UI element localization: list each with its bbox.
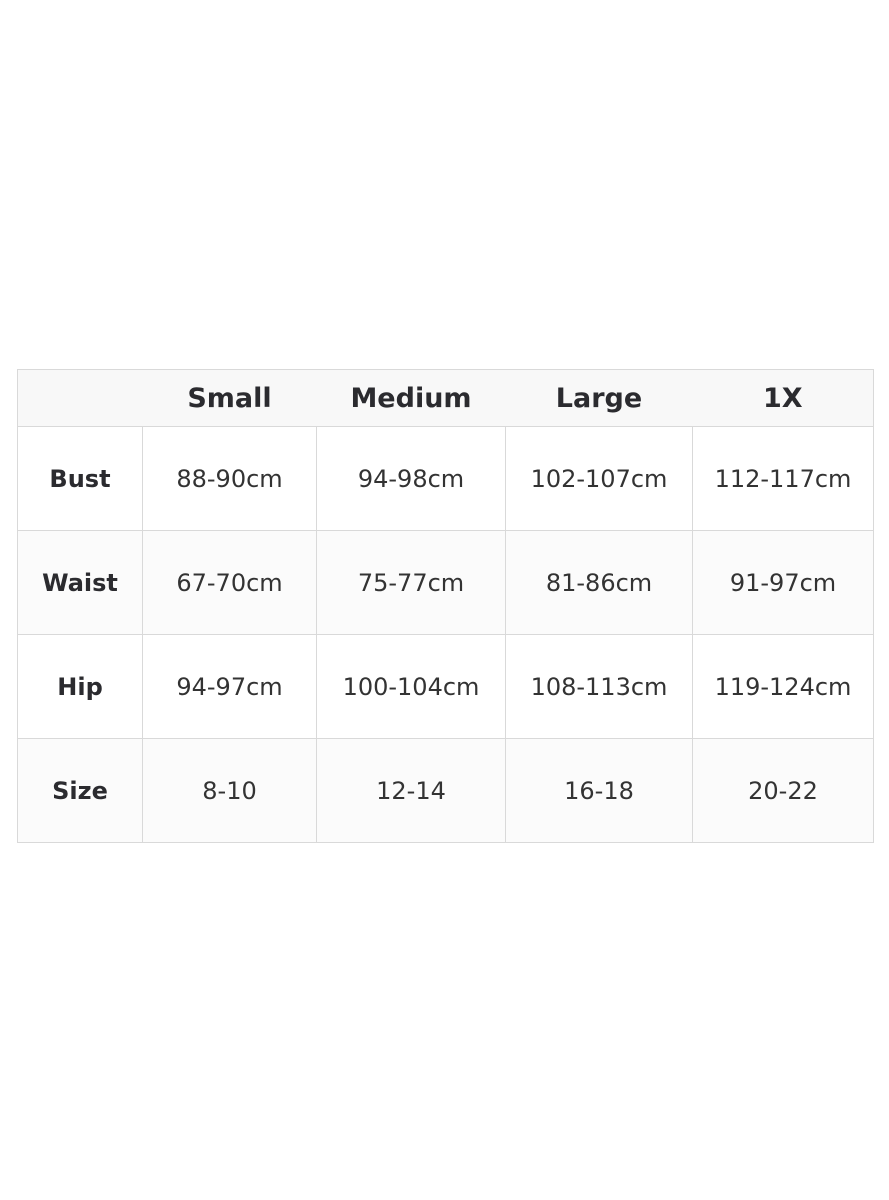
table-cell: 88-90cm — [142, 426, 317, 531]
table-cell: 112-117cm — [692, 426, 874, 531]
header-small: Small — [142, 369, 317, 427]
table-cell: 67-70cm — [142, 530, 317, 635]
size-chart-table: Small Medium Large 1X Bust 88-90cm 94-98… — [17, 369, 874, 843]
table-cell: 102-107cm — [505, 426, 693, 531]
row-label: Size — [17, 738, 143, 843]
table-row: Bust 88-90cm 94-98cm 102-107cm 112-117cm — [17, 426, 874, 531]
header-1x: 1X — [692, 369, 874, 427]
row-label: Hip — [17, 634, 143, 739]
table-cell: 8-10 — [142, 738, 317, 843]
table-cell: 20-22 — [692, 738, 874, 843]
table-cell: 91-97cm — [692, 530, 874, 635]
table-cell: 16-18 — [505, 738, 693, 843]
header-row: Small Medium Large 1X — [17, 369, 874, 427]
table-cell: 94-97cm — [142, 634, 317, 739]
table-row: Size 8-10 12-14 16-18 20-22 — [17, 738, 874, 843]
table-row: Waist 67-70cm 75-77cm 81-86cm 91-97cm — [17, 530, 874, 635]
table-cell: 119-124cm — [692, 634, 874, 739]
table-cell: 75-77cm — [316, 530, 506, 635]
header-medium: Medium — [316, 369, 506, 427]
row-label: Bust — [17, 426, 143, 531]
table-cell: 94-98cm — [316, 426, 506, 531]
row-label: Waist — [17, 530, 143, 635]
table-cell: 108-113cm — [505, 634, 693, 739]
table-cell: 81-86cm — [505, 530, 693, 635]
header-large: Large — [505, 369, 693, 427]
table-cell: 100-104cm — [316, 634, 506, 739]
table-cell: 12-14 — [316, 738, 506, 843]
table-row: Hip 94-97cm 100-104cm 108-113cm 119-124c… — [17, 634, 874, 739]
header-empty — [17, 369, 143, 427]
